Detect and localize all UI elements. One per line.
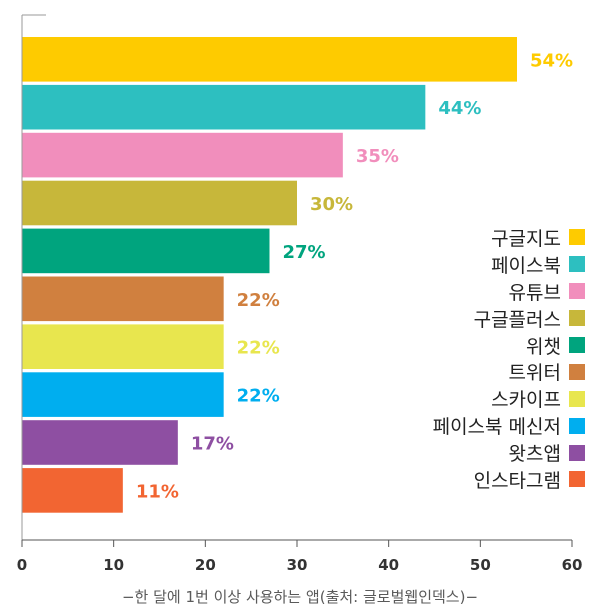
- bar-value-label: 22%: [237, 290, 280, 311]
- legend-swatch: [569, 390, 585, 407]
- bar-3: [22, 132, 343, 178]
- x-tick-label: 0: [17, 556, 27, 574]
- bar-value-label: 54%: [530, 50, 573, 71]
- bar-1: [22, 37, 517, 82]
- legend-item: 위챗: [433, 332, 585, 359]
- axes-group: 0 10 20 30 40 50 60: [17, 14, 583, 574]
- x-tick-label: 50: [470, 556, 491, 574]
- bar-5: [22, 228, 270, 274]
- legend-label: 페이스북 메신저: [432, 416, 561, 439]
- legend-swatch: [569, 283, 585, 300]
- legend-swatch: [569, 256, 585, 273]
- legend-item: 왓츠앱: [433, 439, 585, 466]
- legend-item: 페이스북: [433, 251, 585, 278]
- legend-swatch: [569, 444, 585, 461]
- legend-item: 구글지도: [433, 224, 585, 251]
- legend-label: 페이스북: [491, 254, 561, 277]
- legend-label: 유튜브: [508, 281, 561, 304]
- bar-value-label: 17%: [191, 434, 234, 455]
- legend-item: 스카이프: [433, 385, 585, 412]
- bar-8: [22, 372, 224, 417]
- bar-value-label: 35%: [356, 146, 399, 167]
- legend-item: 유튜브: [433, 278, 585, 305]
- legend-label: 왓츠앱: [508, 443, 561, 466]
- legend-label: 구글지도: [491, 227, 561, 250]
- legend-label: 트위터: [508, 362, 561, 385]
- legend-swatch: [569, 229, 585, 246]
- chart-caption: −한 달에 1번 이상 사용하는 앱(출처: 글로벌웹인덱스)−: [121, 588, 479, 606]
- legend-swatch: [569, 417, 585, 434]
- x-tick-label: 30: [287, 556, 308, 574]
- bar-value-label: 44%: [438, 98, 481, 119]
- bar-2: [22, 84, 426, 130]
- bar-7: [22, 324, 224, 369]
- legend-swatch: [569, 337, 585, 353]
- bar-value-label: 11%: [136, 481, 179, 502]
- legend-item: 트위터: [433, 358, 585, 385]
- bar-value-label: 30%: [310, 194, 353, 215]
- bar-4: [22, 180, 297, 226]
- x-tick-label: 10: [103, 556, 124, 574]
- legend-item: 구글플러스: [433, 305, 585, 332]
- bar-9: [22, 420, 178, 465]
- x-tick-label: 20: [195, 556, 216, 574]
- legend-label: 구글플러스: [473, 308, 561, 331]
- bar-chart: 54% 44% 35% 30% 27% 22% 22% 22% 17% 11% 0 10 20 30 40…: [17, 14, 583, 574]
- bar-value-label: 27%: [283, 242, 326, 263]
- legend-label: 인스타그램: [473, 469, 561, 492]
- legend-swatch: [569, 471, 585, 488]
- bar-value-label: 22%: [237, 338, 280, 359]
- legend-swatch: [569, 363, 585, 380]
- legend-item: 페이스북 메신저: [433, 412, 585, 439]
- bar-6: [22, 276, 224, 322]
- legend-label: 스카이프: [491, 389, 561, 412]
- x-tick-label: 60: [562, 556, 583, 574]
- legend-item: 인스타그램: [433, 466, 585, 493]
- legend-swatch: [569, 310, 585, 327]
- value-labels-group: 54% 44% 35% 30% 27% 22% 22% 22% 17% 11%: [136, 50, 573, 502]
- bars-group: [22, 37, 517, 513]
- x-tick-label: 40: [378, 556, 399, 574]
- bar-value-label: 22%: [237, 386, 280, 407]
- legend-label: 위챗: [526, 335, 561, 358]
- bar-10: [22, 468, 123, 513]
